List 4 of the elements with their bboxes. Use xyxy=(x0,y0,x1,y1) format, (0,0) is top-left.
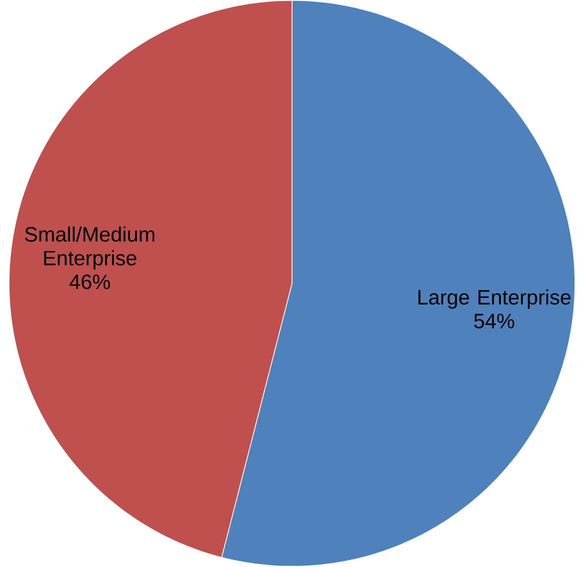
slice-label: Large Enterprise xyxy=(418,290,571,309)
data-label: 46% xyxy=(70,274,110,290)
slice-label: Small/Medium Enterprise xyxy=(25,226,154,270)
data-label: 54% xyxy=(474,314,514,329)
